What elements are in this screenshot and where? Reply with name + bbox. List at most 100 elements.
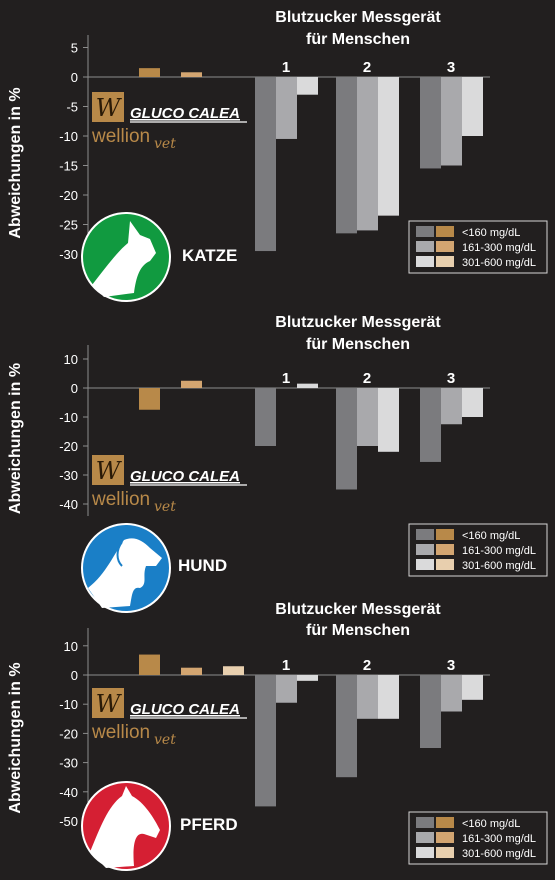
group-label: 1 xyxy=(282,657,290,674)
chart-title-line1: Blutzucker Messgerät xyxy=(275,601,441,618)
y-tick-label: -20 xyxy=(59,439,78,454)
legend-swatch-human xyxy=(416,256,434,267)
logo-brand-top: GLUCO CALEA xyxy=(130,105,240,122)
bar-hund-g2-s3 xyxy=(378,388,399,452)
wellion-logo: W GLUCO CALEA wellion vet xyxy=(91,455,247,515)
legend-swatch-human xyxy=(416,847,434,858)
legend-swatch-human xyxy=(416,226,434,237)
y-tick-label: -15 xyxy=(59,159,78,174)
logo-brand-suffix: vet xyxy=(154,732,176,748)
chart-title-line2: für Menschen xyxy=(306,336,410,353)
legend: <160 mg/dL 161-300 mg/dL 301-600 mg/dL xyxy=(408,220,548,274)
bar-pferd-g2-s2 xyxy=(357,675,378,719)
legend-swatch-human xyxy=(416,529,434,540)
logo-mark-box xyxy=(92,92,124,122)
y-tick-label: 10 xyxy=(64,639,78,654)
logo-mark: W xyxy=(96,690,123,718)
y-tick-label: -30 xyxy=(59,468,78,483)
bar-pferd-g3-s1 xyxy=(420,675,441,748)
legend-swatch-vet xyxy=(436,832,454,843)
legend-swatch-vet xyxy=(436,559,454,570)
y-tick-label: 0 xyxy=(71,70,78,85)
bar-pferd-g0-s2 xyxy=(181,667,202,675)
y-tick-label: 5 xyxy=(71,41,78,56)
group-label: 1 xyxy=(282,370,290,387)
bar-katze-g2-s3 xyxy=(378,77,399,216)
legend-box xyxy=(408,811,548,865)
y-tick-label: -5 xyxy=(66,100,78,115)
bar-katze-g2-s1 xyxy=(336,77,357,234)
legend-swatch-vet xyxy=(436,226,454,237)
legend-swatch-human xyxy=(416,817,434,828)
legend-swatch-vet xyxy=(436,544,454,555)
group-label: 3 xyxy=(447,370,455,387)
y-axis-label: Abweichungen in % xyxy=(7,662,24,813)
y-tick-label: -30 xyxy=(59,756,78,771)
logo-brand-top: GLUCO CALEA xyxy=(130,701,240,718)
logo-brand-suffix: vet xyxy=(154,136,176,152)
legend-box xyxy=(408,523,548,577)
legend: <160 mg/dL 161-300 mg/dL 301-600 mg/dL xyxy=(408,811,548,865)
logo-brand-bottom: wellion xyxy=(91,722,150,743)
legend-swatch-vet xyxy=(436,847,454,858)
bar-pferd-g2-s1 xyxy=(336,675,357,778)
legend-swatch-vet xyxy=(436,256,454,267)
bar-katze-g3-s2 xyxy=(441,77,462,166)
legend-label: 301-600 mg/dL xyxy=(462,257,536,269)
bar-hund-g1-s1 xyxy=(255,388,276,446)
bar-hund-g2-s2 xyxy=(357,388,378,446)
legend-label: 301-600 mg/dL xyxy=(462,848,536,860)
animal-label: PFERD xyxy=(180,815,238,834)
horse-icon xyxy=(81,781,171,871)
animal-label: HUND xyxy=(178,556,227,575)
logo-mark-box xyxy=(92,688,124,718)
bar-katze-g3-s1 xyxy=(420,77,441,169)
logo-brand-top: GLUCO CALEA xyxy=(130,468,240,485)
legend-label: 161-300 mg/dL xyxy=(462,833,536,845)
bar-pferd-g0-s1 xyxy=(139,654,160,675)
y-tick-label: -20 xyxy=(59,188,78,203)
y-tick-label: -10 xyxy=(59,129,78,144)
y-tick-label: -25 xyxy=(59,218,78,233)
bar-pferd-g3-s2 xyxy=(441,675,462,712)
legend-swatch-vet xyxy=(436,241,454,252)
legend-label: 161-300 mg/dL xyxy=(462,545,536,557)
bar-hund-g2-s1 xyxy=(336,388,357,490)
cat-icon xyxy=(81,212,171,302)
legend-label: <160 mg/dL xyxy=(462,227,520,239)
group-label: 3 xyxy=(447,657,455,674)
legend-box xyxy=(408,220,548,274)
chart-panel-katze: Blutzucker Messgerät für Menschen Abweichu… xyxy=(7,9,548,302)
y-tick-label: -40 xyxy=(59,497,78,512)
legend-swatch-vet xyxy=(436,529,454,540)
y-tick-label: 10 xyxy=(64,352,78,367)
y-tick-label: -10 xyxy=(59,697,78,712)
legend: <160 mg/dL 161-300 mg/dL 301-600 mg/dL xyxy=(408,523,548,577)
logo-brand-suffix: vet xyxy=(154,499,176,515)
chart-title-line1: Blutzucker Messgerät xyxy=(275,9,441,26)
dog-icon xyxy=(81,523,171,613)
bar-katze-g3-s3 xyxy=(462,77,483,136)
logo-mark-box xyxy=(92,455,124,485)
bar-katze-g0-s2 xyxy=(181,72,202,77)
bar-hund-g1-s3 xyxy=(297,383,318,388)
group-label: 2 xyxy=(363,370,371,387)
chart-title-line1: Blutzucker Messgerät xyxy=(275,314,441,331)
bar-hund-g3-s1 xyxy=(420,388,441,462)
bar-katze-g1-s2 xyxy=(276,77,297,139)
bar-katze-g1-s1 xyxy=(255,77,276,252)
bar-pferd-g1-s2 xyxy=(276,675,297,703)
group-label: 2 xyxy=(363,657,371,674)
bar-hund-g0-s2 xyxy=(181,380,202,388)
legend-swatch-human xyxy=(416,832,434,843)
bar-pferd-g3-s3 xyxy=(462,675,483,700)
y-tick-label: 0 xyxy=(71,381,78,396)
y-tick-label: 0 xyxy=(71,668,78,683)
logo-mark: W xyxy=(96,457,123,485)
y-tick-label: -50 xyxy=(59,814,78,829)
legend-label: <160 mg/dL xyxy=(462,818,520,830)
legend-label: 301-600 mg/dL xyxy=(462,560,536,572)
bar-katze-g0-s1 xyxy=(139,68,160,77)
logo-mark: W xyxy=(96,94,123,122)
legend-swatch-human xyxy=(416,544,434,555)
